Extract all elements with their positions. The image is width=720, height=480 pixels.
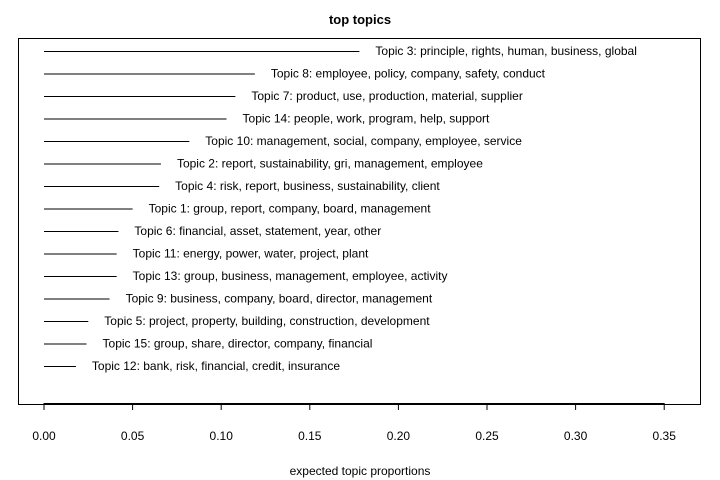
chart-title: top topics	[329, 12, 391, 27]
topic-label: Topic 9: business, company, board, direc…	[126, 292, 433, 306]
topic-label: Topic 1: group, report, company, board, …	[149, 202, 432, 216]
x-axis-label: expected topic proportions	[290, 464, 431, 478]
topic-label: Topic 5: project, property, building, co…	[104, 314, 430, 328]
x-tick-label: 0.10	[210, 429, 234, 443]
topic-label: Topic 7: product, use, production, mater…	[251, 89, 522, 103]
topic-label: Topic 8: employee, policy, company, safe…	[271, 67, 546, 81]
topic-label: Topic 3: principle, rights, human, busin…	[375, 44, 636, 58]
topic-label: Topic 10: management, social, company, e…	[205, 134, 522, 148]
plot-area-frame	[18, 38, 701, 405]
x-tick-label: 0.05	[121, 429, 145, 443]
topic-label: Topic 14: people, work, program, help, s…	[243, 112, 490, 126]
x-tick-label: 0.20	[387, 429, 411, 443]
topic-label: Topic 6: financial, asset, statement, ye…	[134, 224, 381, 238]
x-tick-label: 0.35	[653, 429, 677, 443]
x-tick-label: 0.25	[475, 429, 499, 443]
x-axis: 0.00 0.05 0.10 0.15 0.20 0.25 0.30 0.35	[32, 403, 676, 443]
bars-layer: Topic 3: principle, rights, human, busin…	[44, 44, 637, 373]
topic-label: Topic 4: risk, report, business, sustain…	[175, 179, 440, 193]
x-tick-label: 0.15	[298, 429, 322, 443]
topic-label: Topic 11: energy, power, water, project,…	[133, 247, 369, 261]
x-tick-label: 0.00	[32, 429, 56, 443]
topic-label: Topic 12: bank, risk, financial, credit,…	[92, 359, 340, 373]
topic-label: Topic 13: group, business, management, e…	[133, 269, 448, 283]
x-tick-label: 0.30	[564, 429, 588, 443]
topic-label: Topic 2: report, sustainability, gri, ma…	[177, 157, 483, 171]
topic-label: Topic 15: group, share, director, compan…	[103, 337, 373, 351]
